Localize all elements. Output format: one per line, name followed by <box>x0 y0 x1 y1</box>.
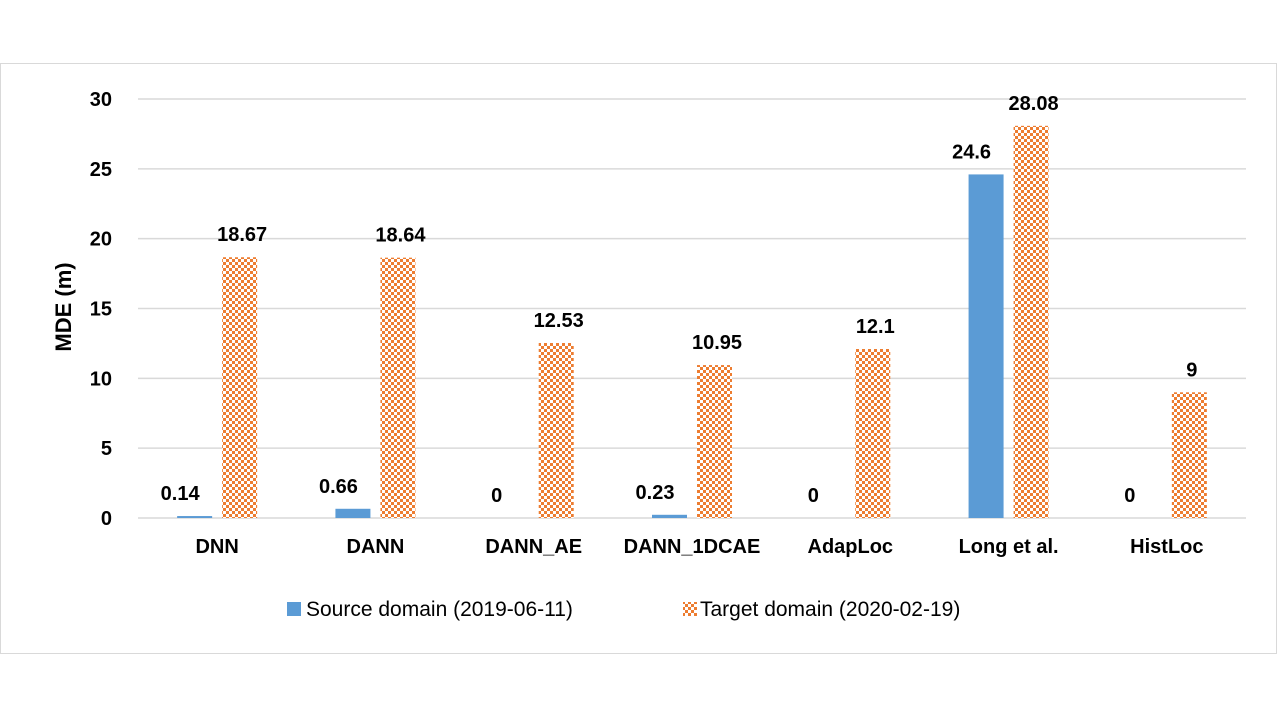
y-axis-title: MDE (m) <box>51 262 76 351</box>
y-tick-label: 0 <box>101 508 112 530</box>
data-label-target: 10.95 <box>692 332 742 354</box>
bars <box>177 125 1207 519</box>
data-label-source: 0 <box>1124 485 1135 507</box>
data-label-source: 0.23 <box>636 482 675 504</box>
bar-target <box>222 257 258 518</box>
x-tick-label: DANN_1DCAE <box>624 536 761 558</box>
x-tick-label: DANN <box>347 536 405 558</box>
chart-frame: 0 5 10 15 20 25 30 MDE (m) 0.14 18.67 0.66 18.64 0… <box>0 63 1277 654</box>
gridlines <box>138 98 1246 519</box>
x-tick-label: AdapLoc <box>808 536 894 558</box>
legend-swatch-source <box>287 602 301 616</box>
legend-label-target: Target domain (2020-02-19) <box>700 598 960 621</box>
y-tick-label: 15 <box>90 299 112 321</box>
data-label-source: 0 <box>808 485 819 507</box>
bar-target <box>1013 125 1049 518</box>
data-label-source: 0.14 <box>161 483 201 505</box>
bar-target <box>855 349 891 518</box>
x-tick-label: Long et al. <box>959 536 1059 558</box>
bar-target <box>380 257 416 518</box>
bar-target <box>1171 392 1207 518</box>
x-axis-ticks: DNN DANN DANN_AE DANN_1DCAE AdapLoc Long et a… <box>195 536 1203 558</box>
bar-source <box>652 514 687 518</box>
y-tick-label: 10 <box>90 368 112 390</box>
legend-swatch-target <box>683 602 697 616</box>
legend-label-source: Source domain (2019-06-11) <box>306 598 573 621</box>
data-label-target: 12.53 <box>534 310 584 332</box>
legend: Source domain (2019-06-11) Target domain… <box>287 598 960 621</box>
bar-source <box>177 516 213 518</box>
x-tick-label: HistLoc <box>1130 536 1203 558</box>
y-tick-label: 30 <box>90 89 112 111</box>
data-label-target: 12.1 <box>856 316 895 338</box>
x-tick-label: DNN <box>195 536 238 558</box>
bar-source <box>335 508 371 518</box>
y-axis-ticks: 0 5 10 15 20 25 30 <box>90 89 112 530</box>
data-label-target: 9 <box>1186 359 1197 381</box>
data-label-target: 18.64 <box>375 225 426 247</box>
data-label-source: 0 <box>491 485 502 507</box>
data-labels: 0.14 18.67 0.66 18.64 0 12.53 0.23 10.95 0 12.1 24… <box>161 93 1198 507</box>
bar-target <box>697 365 732 518</box>
data-label-target: 18.67 <box>217 224 267 246</box>
y-tick-label: 25 <box>90 159 112 181</box>
bar-source <box>968 174 1004 519</box>
data-label-source: 24.6 <box>952 141 991 163</box>
x-tick-label: DANN_AE <box>485 536 582 558</box>
y-tick-label: 5 <box>101 438 112 460</box>
data-label-target: 28.08 <box>1009 93 1059 115</box>
bar-target <box>538 342 574 518</box>
data-label-source: 0.66 <box>319 476 358 498</box>
y-tick-label: 20 <box>90 229 112 251</box>
